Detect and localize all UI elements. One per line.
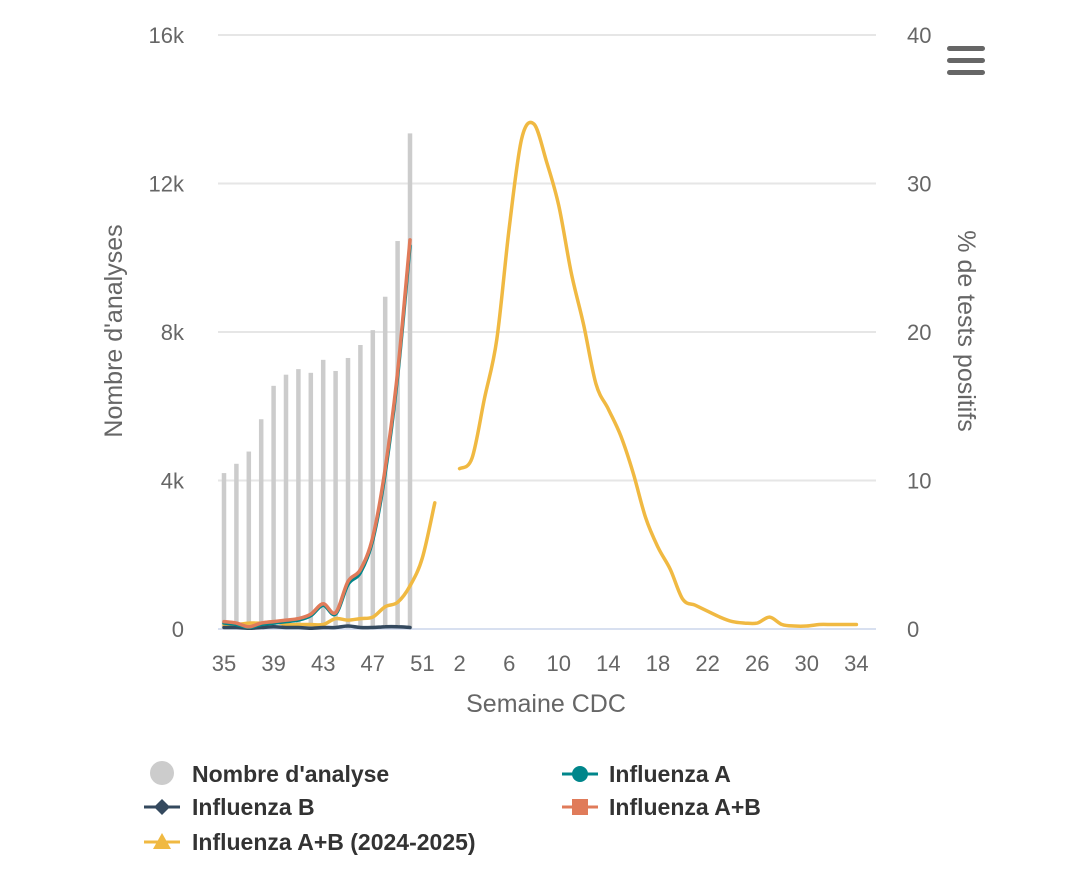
bar[interactable] [271,385,276,629]
x-tick-label: 43 [311,651,335,676]
x-tick-label: 6 [503,651,515,676]
x-axis-ticks: 35 39 43 47 51 2 6 10 14 18 22 26 30 34 [212,651,869,676]
y-tick-left: 12k [149,172,185,197]
y-axis-title-left: Nombre d'analyses [100,224,128,437]
y-tick-right: 20 [907,320,931,345]
x-tick-label: 22 [695,651,719,676]
legend-marker-circle [150,761,174,785]
bar[interactable] [320,359,326,629]
y-axis-title-right: % de tests positifs [952,230,980,431]
y-tick-right: 40 [907,23,931,48]
y-tick-left: 4k [161,469,185,494]
x-tick-label: 18 [646,651,670,676]
legend-item-influenza-a-b[interactable]: Influenza A+B [562,794,761,820]
y-tick-left: 8k [161,320,185,345]
legend-label: Influenza A+B (2024-2025) [192,829,476,855]
legend-marker-circle [572,766,588,782]
y-tick-left: 16k [149,23,185,48]
bar[interactable] [234,463,239,629]
legend-marker-square [572,799,588,815]
hamburger-menu-icon[interactable] [945,44,987,76]
bar[interactable] [370,330,376,629]
x-tick-label: 30 [795,651,819,676]
bar[interactable] [407,133,413,629]
legend-label: Influenza B [192,794,315,820]
x-tick-label: 34 [844,651,868,676]
y-tick-right: 30 [907,172,931,197]
y-tick-right: 10 [907,469,931,494]
x-tick-label: 47 [361,651,385,676]
x-axis-title: Semaine CDC [466,690,626,718]
series-line-influenza-a-b-2024-2025[interactable] [222,501,437,627]
bar[interactable] [221,473,227,629]
series-line-influenza-a[interactable] [222,244,412,630]
x-tick-label: 14 [596,651,620,676]
bar[interactable] [358,344,363,629]
x-tick-label: 2 [453,651,465,676]
legend-label: Influenza A [609,761,731,787]
bar[interactable] [333,370,338,629]
bar-series [221,133,413,629]
x-tick-label: 35 [212,651,236,676]
x-tick-label: 51 [410,651,434,676]
y-tick-right: 0 [907,617,919,642]
legend-item-influenza-b[interactable]: Influenza B [144,794,315,820]
bar[interactable] [395,241,400,629]
bar[interactable] [296,369,301,629]
line-series [222,120,859,631]
legend-label: Nombre d'analyse [192,761,389,787]
grid-lines [218,34,876,482]
legend-label: Influenza A+B [609,794,761,820]
right-axis-ticks: 0 10 20 30 40 [907,23,931,642]
left-axis-ticks: 0 4k 8k 12k 16k [149,23,185,642]
legend: Nombre d'analyse Influenza A Influenza B… [144,761,761,855]
y-tick-left: 0 [172,617,184,642]
x-tick-label: 26 [745,651,769,676]
legend-item-influenza-a[interactable]: Influenza A [562,761,731,787]
series-line-influenza-a-b[interactable] [222,238,412,629]
bar[interactable] [345,357,351,629]
legend-marker-diamond [154,799,170,815]
bar[interactable] [283,374,289,629]
bar[interactable] [258,419,264,629]
bar[interactable] [308,372,314,629]
legend-item-influenza-a-b-2024-2025[interactable]: Influenza A+B (2024-2025) [144,829,476,855]
legend-marker-triangle [153,833,171,849]
x-tick-label: 39 [261,651,285,676]
x-tick-label: 10 [547,651,571,676]
legend-item-nombre-analyse[interactable]: Nombre d'analyse [150,761,389,787]
series-line-influenza-a-b-2024-2025[interactable] [457,120,859,628]
bar[interactable] [246,451,252,629]
